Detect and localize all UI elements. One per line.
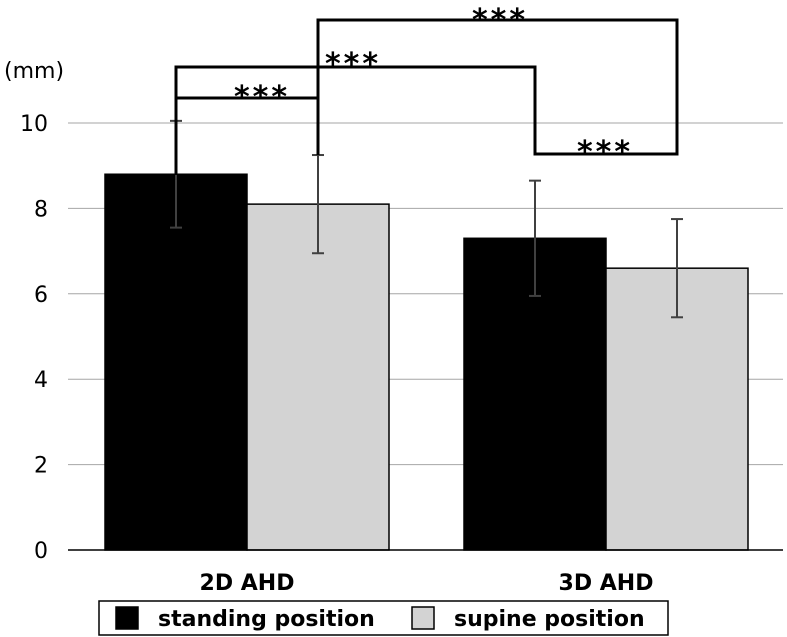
legend-swatch	[411, 606, 435, 630]
y-tick-label: 10	[20, 112, 48, 137]
significance-label: ***	[325, 47, 381, 82]
legend-label: supine position	[454, 607, 645, 632]
x-category-label: 2D AHD	[200, 571, 295, 596]
significance-label: ***	[472, 3, 528, 38]
significance-bracket	[174, 65, 537, 137]
y-tick-label: 8	[34, 197, 48, 222]
bars	[104, 173, 749, 551]
significance-label: ***	[234, 80, 290, 115]
significance-bracket	[533, 137, 679, 156]
significance-label: ***	[577, 135, 633, 170]
y-tick-label: 4	[34, 368, 48, 393]
y-axis-label: (mm)	[4, 59, 64, 84]
axes: 0 2 4 6 8 10 2D AHD 3D AHD	[20, 112, 783, 596]
legend: standing position supine position	[98, 600, 669, 636]
x-category-label: 3D AHD	[559, 571, 654, 596]
y-tick-label: 6	[34, 283, 48, 308]
y-tick-label: 2	[34, 454, 48, 479]
y-tick-label: 0	[34, 539, 48, 564]
significance-bracket	[316, 18, 679, 155]
legend-swatch	[115, 606, 139, 630]
legend-box	[98, 600, 669, 636]
legend-label: standing position	[158, 607, 375, 632]
significance-brackets: *** *** *** ***	[174, 3, 679, 175]
bar-standing-2d	[104, 173, 248, 551]
bar-supine-2d	[246, 203, 390, 551]
